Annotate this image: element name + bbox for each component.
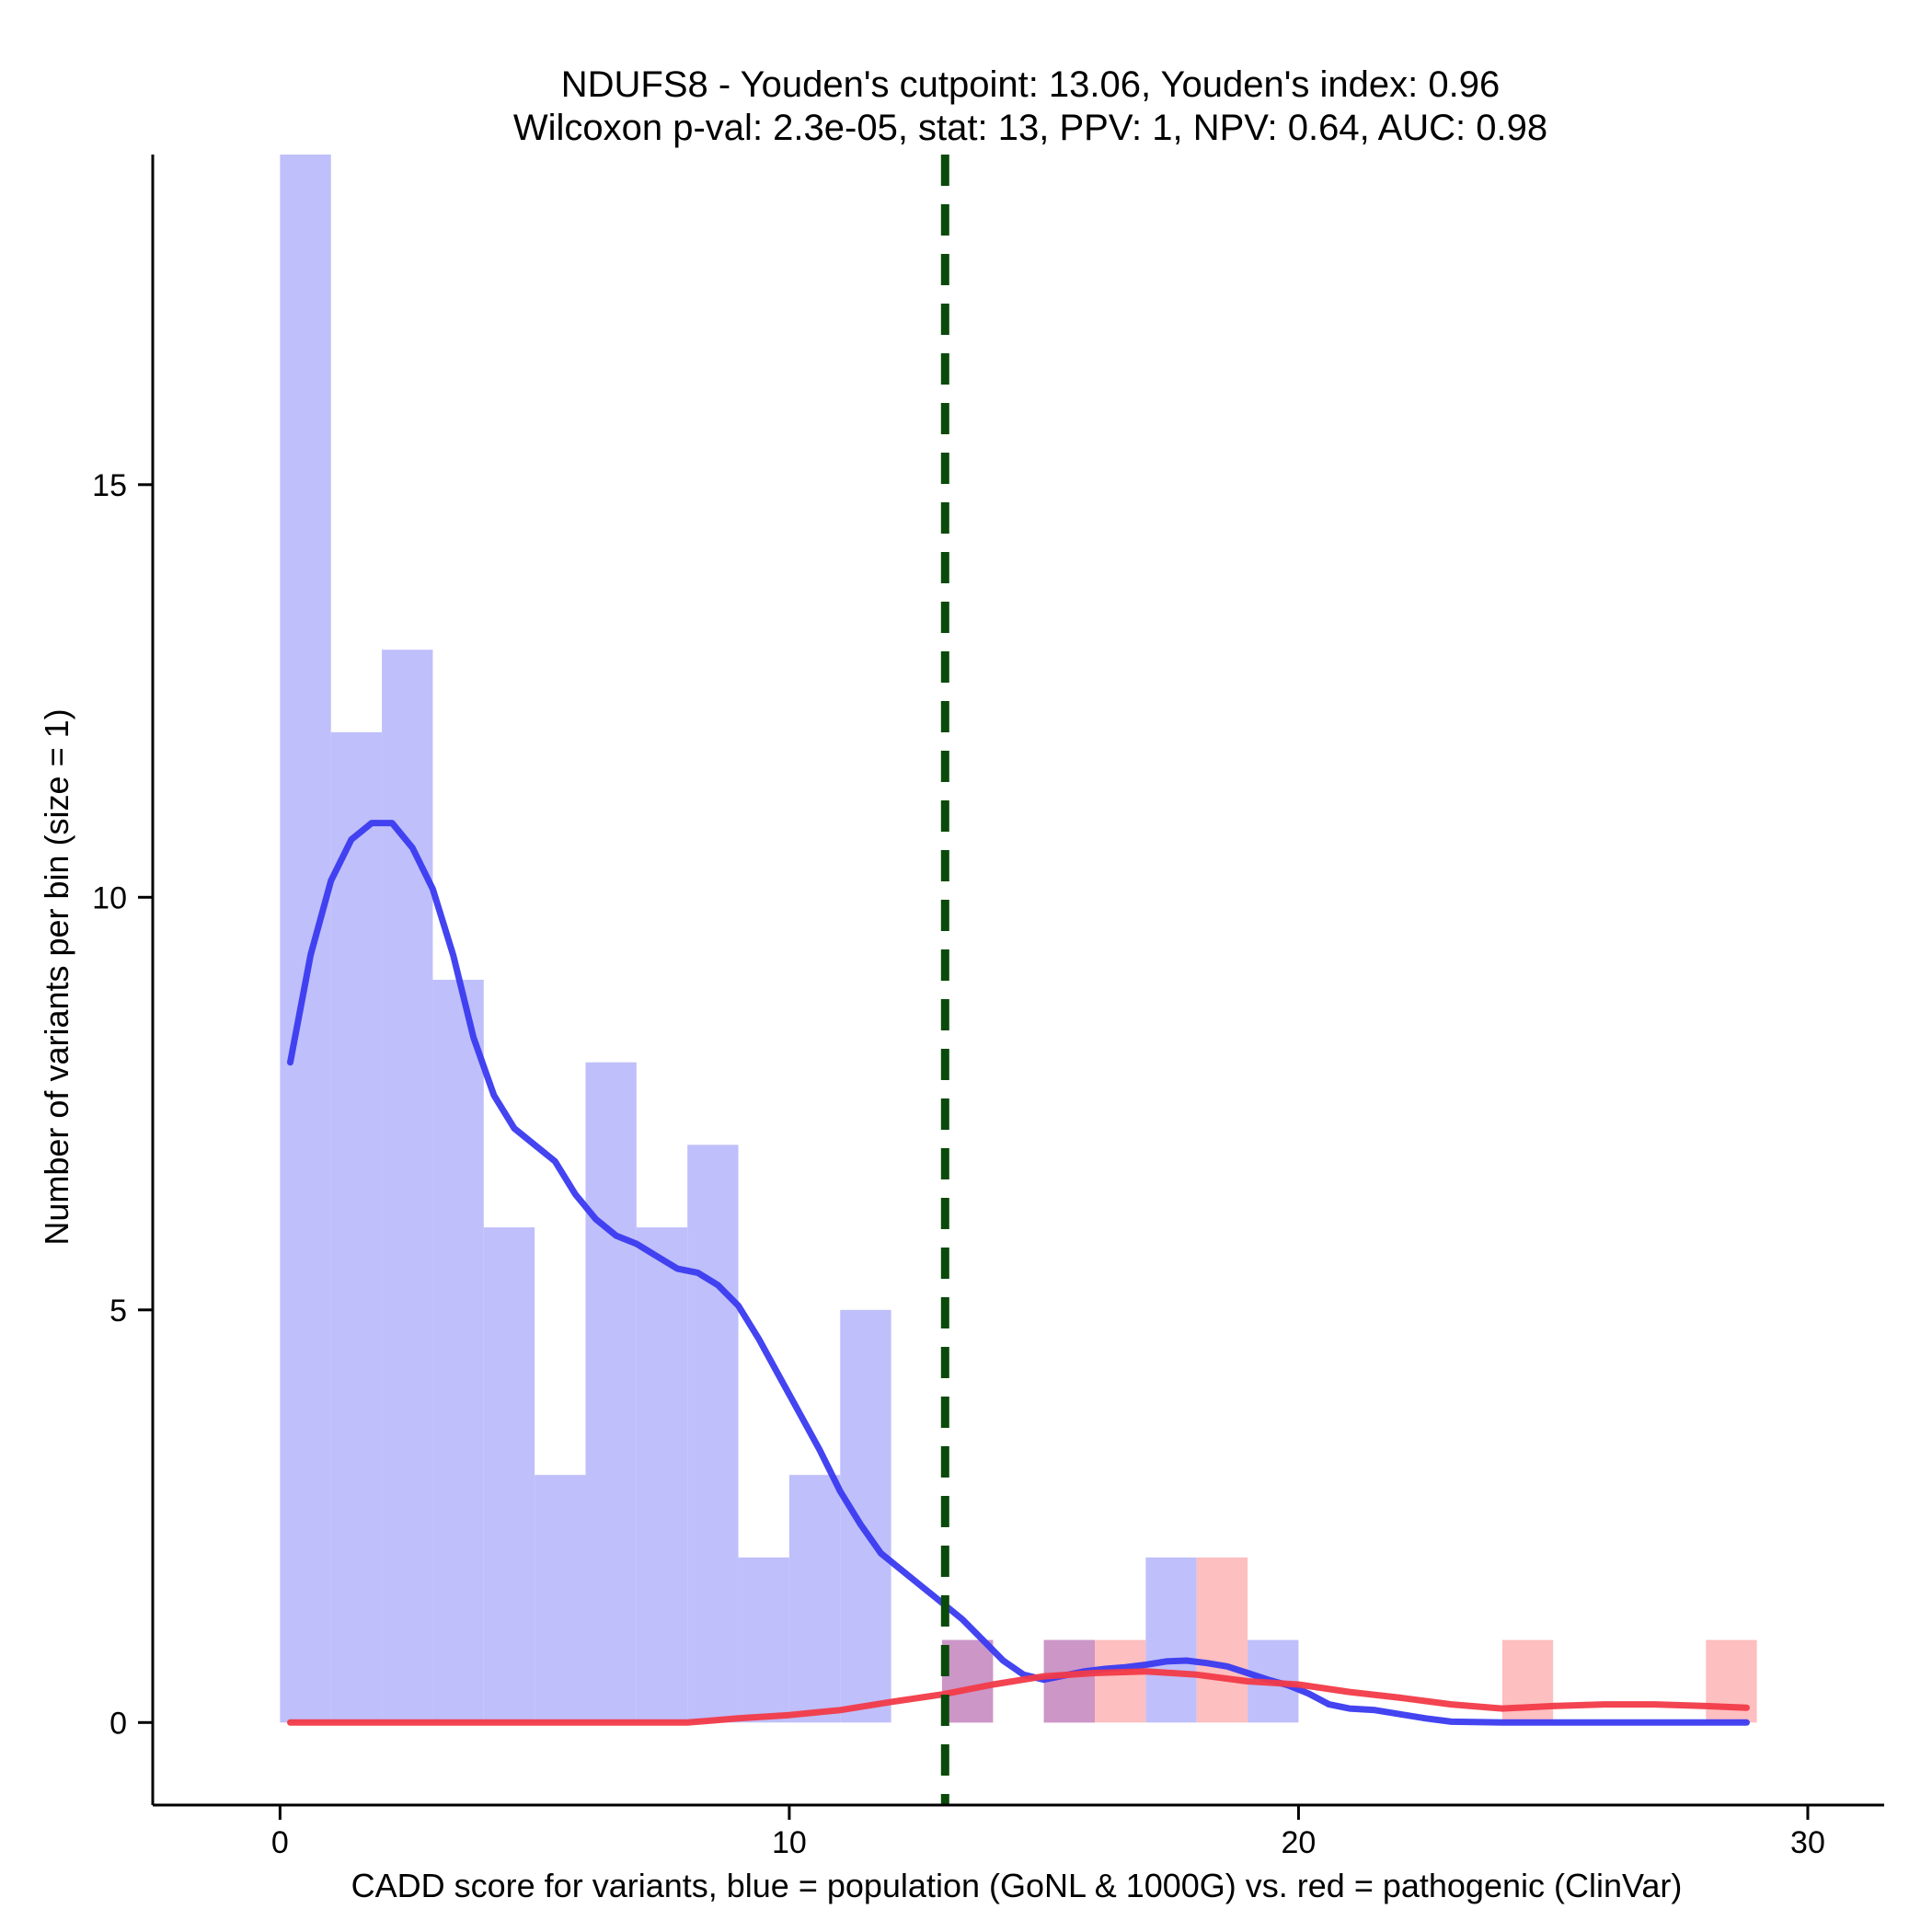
- overlap-bar: [1043, 1639, 1096, 1723]
- x-tick-label: 20: [1282, 1825, 1317, 1860]
- population-bar: [687, 1144, 739, 1723]
- x-axis-label: CADD score for variants, blue = populati…: [351, 1867, 1683, 1904]
- x-tick-label: 0: [271, 1825, 289, 1860]
- overlap-bars: [941, 1639, 1096, 1723]
- y-tick-label: 15: [92, 468, 127, 503]
- population-bar: [1145, 1557, 1197, 1723]
- y-tick-label: 5: [109, 1294, 127, 1328]
- x-tick-label: 10: [772, 1825, 807, 1860]
- y-tick-label: 0: [109, 1706, 127, 1741]
- pathogenic-density-line: [287, 1668, 1750, 1726]
- pathogenic-bar: [1095, 1639, 1146, 1723]
- y-axis-label: Number of variants per bin (size = 1): [38, 708, 75, 1245]
- y-axis-ticks: 0 5 10 15: [92, 468, 153, 1741]
- x-tick-label: 30: [1790, 1825, 1825, 1860]
- population-density-line: [287, 820, 1750, 1726]
- population-bar: [738, 1557, 789, 1723]
- population-bar: [483, 1227, 535, 1723]
- population-bar: [280, 155, 331, 1723]
- population-bar: [382, 650, 433, 1723]
- population-bars: [280, 155, 1299, 1723]
- population-bar: [788, 1475, 841, 1723]
- population-bar: [330, 731, 383, 1723]
- pathogenic-bar: [1196, 1557, 1248, 1723]
- population-bar: [585, 1062, 637, 1723]
- overlap-bar: [941, 1639, 994, 1723]
- population-bar: [636, 1227, 688, 1723]
- chart-title: NDUFS8 - Youden's cutpoint: 13.06, Youde…: [561, 64, 1500, 105]
- population-bar: [535, 1475, 586, 1723]
- population-bar: [432, 980, 484, 1723]
- y-tick-label: 10: [92, 880, 127, 915]
- x-axis-ticks: 0 10 20 30: [271, 1805, 1825, 1860]
- population-bar: [840, 1309, 891, 1723]
- chart-subtitle: Wilcoxon p-val: 2.3e-05, stat: 13, PPV: …: [513, 108, 1547, 148]
